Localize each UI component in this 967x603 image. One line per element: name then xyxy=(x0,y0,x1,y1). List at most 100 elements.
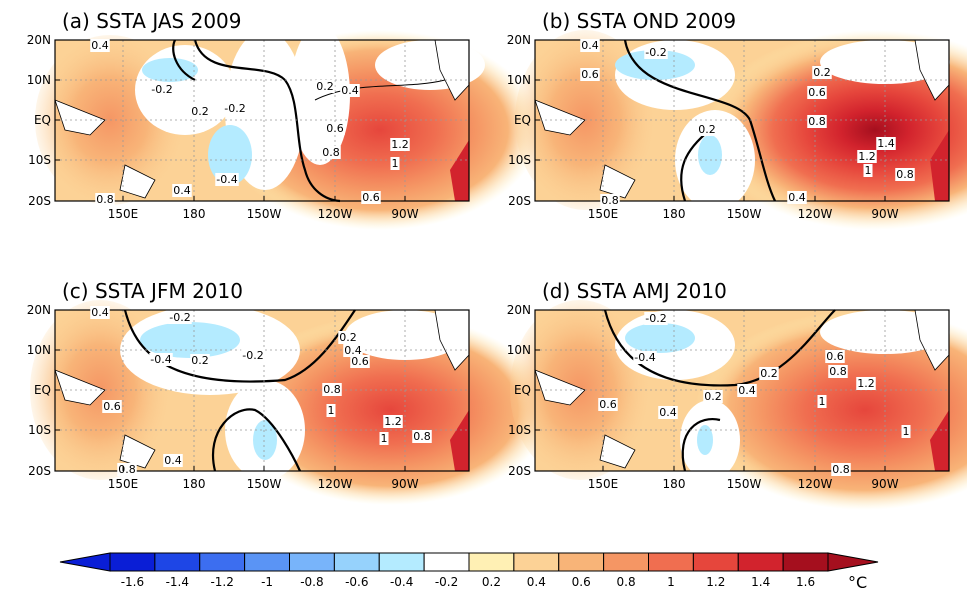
lat-tick-label: 20N xyxy=(27,33,51,47)
lat-tick-label: EQ xyxy=(34,113,51,127)
lon-tick-label: 120W xyxy=(318,207,353,221)
panel-c-title: (c) SSTA JFM 2010 xyxy=(62,279,243,303)
lat-tick-label: 20S xyxy=(508,194,531,208)
contour-label: 0.8 xyxy=(118,463,136,476)
colorbar-tick-label: 0.6 xyxy=(572,575,591,589)
lon-tick-label: 180 xyxy=(183,207,206,221)
contour-label: 1.2 xyxy=(857,377,875,390)
lon-tick-label: 150E xyxy=(108,477,139,491)
panel-c: 0.4 -0.20.20.4-0.4 0.2 -0.2 0.60.811.21 0.80.… xyxy=(30,300,550,505)
colorbar-swatch xyxy=(109,552,156,572)
lon-tick-label: 90W xyxy=(871,207,898,221)
contour-label: 0.8 xyxy=(96,193,114,206)
contour-label: 0.4 xyxy=(788,191,806,204)
lat-tick-label: EQ xyxy=(514,383,531,397)
colorbar-tick-label: -0.4 xyxy=(390,575,413,589)
lon-tick-label: 150E xyxy=(588,207,619,221)
contour-label: 0.8 xyxy=(601,194,619,207)
contour-label: 0.4 xyxy=(341,84,359,97)
colorbar-tick-label: -1.4 xyxy=(166,575,189,589)
panel-d-title: (d) SSTA AMJ 2010 xyxy=(542,279,727,303)
contour-label: 0.2 xyxy=(760,367,778,380)
contour-label: 0.8 xyxy=(323,383,341,396)
contour-label: -0.4 xyxy=(150,353,171,366)
contour-label: 0.2 xyxy=(698,123,716,136)
contour-label: 0.6 xyxy=(326,122,344,135)
colorbar-swatch xyxy=(423,552,470,572)
contour-label: 1.4 xyxy=(877,137,895,150)
contour-label: 0.4 xyxy=(581,39,599,52)
colorbar-tick-label: 1 xyxy=(667,575,675,589)
contour-label: 0.4 xyxy=(91,306,109,319)
lon-tick-label: 120W xyxy=(798,207,833,221)
lon-tick-label: 180 xyxy=(663,207,686,221)
contour-label: 0.4 xyxy=(91,39,109,52)
contour-label: -0.4 xyxy=(634,351,655,364)
panel-a-title: (a) SSTA JAS 2009 xyxy=(62,9,242,33)
contour-label: -0.2 xyxy=(151,83,172,96)
contour-label: -0.2 xyxy=(645,46,666,59)
colorbar-swatch xyxy=(558,552,605,572)
colorbar-swatch xyxy=(513,552,560,572)
contour-label: 1 xyxy=(392,157,399,170)
contour-label: 1 xyxy=(381,432,388,445)
lat-tick-label: 20N xyxy=(27,303,51,317)
lon-tick-label: 150W xyxy=(727,207,762,221)
contour-label: 0.2 xyxy=(704,390,722,403)
lon-tick-label: 180 xyxy=(183,477,206,491)
lat-tick-label: EQ xyxy=(514,113,531,127)
colorbar-tick-label: -1.2 xyxy=(210,575,233,589)
colorbar-swatch xyxy=(468,552,515,572)
lon-tick-label: 90W xyxy=(871,477,898,491)
colorbar-swatch xyxy=(648,552,694,572)
contour-label: 0.2 xyxy=(316,80,334,93)
colorbar-swatch xyxy=(154,552,201,572)
colorbar-swatch xyxy=(603,552,649,572)
contour-label: 0.4 xyxy=(173,184,191,197)
colorbar-swatch xyxy=(199,552,246,572)
contour-label: -0.2 xyxy=(242,349,263,362)
contour-label: 0.6 xyxy=(103,400,121,413)
colorbar-tick-label: 1.4 xyxy=(751,575,770,589)
colorbar-tick-label: 0.8 xyxy=(617,575,636,589)
lat-tick-label: 10S xyxy=(28,153,51,167)
contour-label: 0.2 xyxy=(339,331,357,344)
colorbar-tick-label: 1.6 xyxy=(796,575,815,589)
contour-label: 0.4 xyxy=(738,384,756,397)
lon-tick-label: 90W xyxy=(391,477,418,491)
colorbar-low-arrow xyxy=(59,552,111,572)
lon-tick-label: 180 xyxy=(663,477,686,491)
contour-label: 0.8 xyxy=(322,146,340,159)
panel-d: -0.2 -0.4 0.6 0.8 0.2 0.4 1.2 1 0.2 0.4 0.6 1 0.8 xyxy=(510,300,967,510)
colorbar-swatch xyxy=(333,552,380,572)
colorbar-swatch xyxy=(289,552,335,572)
colorbar-swatch xyxy=(244,552,290,572)
contour-label: 1 xyxy=(819,395,826,408)
contour-label: 0.8 xyxy=(832,463,850,476)
lat-tick-label: 10S xyxy=(28,423,51,437)
contour-label: 0.6 xyxy=(581,68,599,81)
lat-tick-label: 10N xyxy=(27,73,51,87)
contour-label: 0.6 xyxy=(599,398,617,411)
panel-b: 0.4 -0.2 0.6 0.2 0.6 0.8 1.4 0.2 1.21 0.8 0.4 0.8 xyxy=(515,30,967,230)
panel-a: 0.4 -0.2 0.2 -0.2 0.2 0.4 0.6 0.8 1.2 1 -0.4 0.4 0.8… xyxy=(35,25,540,230)
lon-tick-label: 150E xyxy=(588,477,619,491)
colorbar-tick-label: 0.2 xyxy=(482,575,501,589)
contour-label: -0.4 xyxy=(216,173,237,186)
lon-tick-label: 120W xyxy=(798,477,833,491)
lat-tick-label: 20N xyxy=(507,33,531,47)
lon-tick-label: 150W xyxy=(247,477,282,491)
contour-label: 0.8 xyxy=(808,115,826,128)
lon-tick-label: 150W xyxy=(727,477,762,491)
colorbar-high-arrow xyxy=(827,552,879,572)
contour-label: 1.2 xyxy=(391,138,409,151)
contour-label: 1 xyxy=(328,404,335,417)
contour-label: 0.6 xyxy=(351,355,369,368)
contour-label: 1 xyxy=(903,425,910,438)
contour-label: -0.2 xyxy=(169,311,190,324)
colorbar-swatch xyxy=(782,552,829,572)
lon-tick-label: 150W xyxy=(247,207,282,221)
lon-tick-label: 90W xyxy=(391,207,418,221)
contour-label: 0.4 xyxy=(659,406,677,419)
